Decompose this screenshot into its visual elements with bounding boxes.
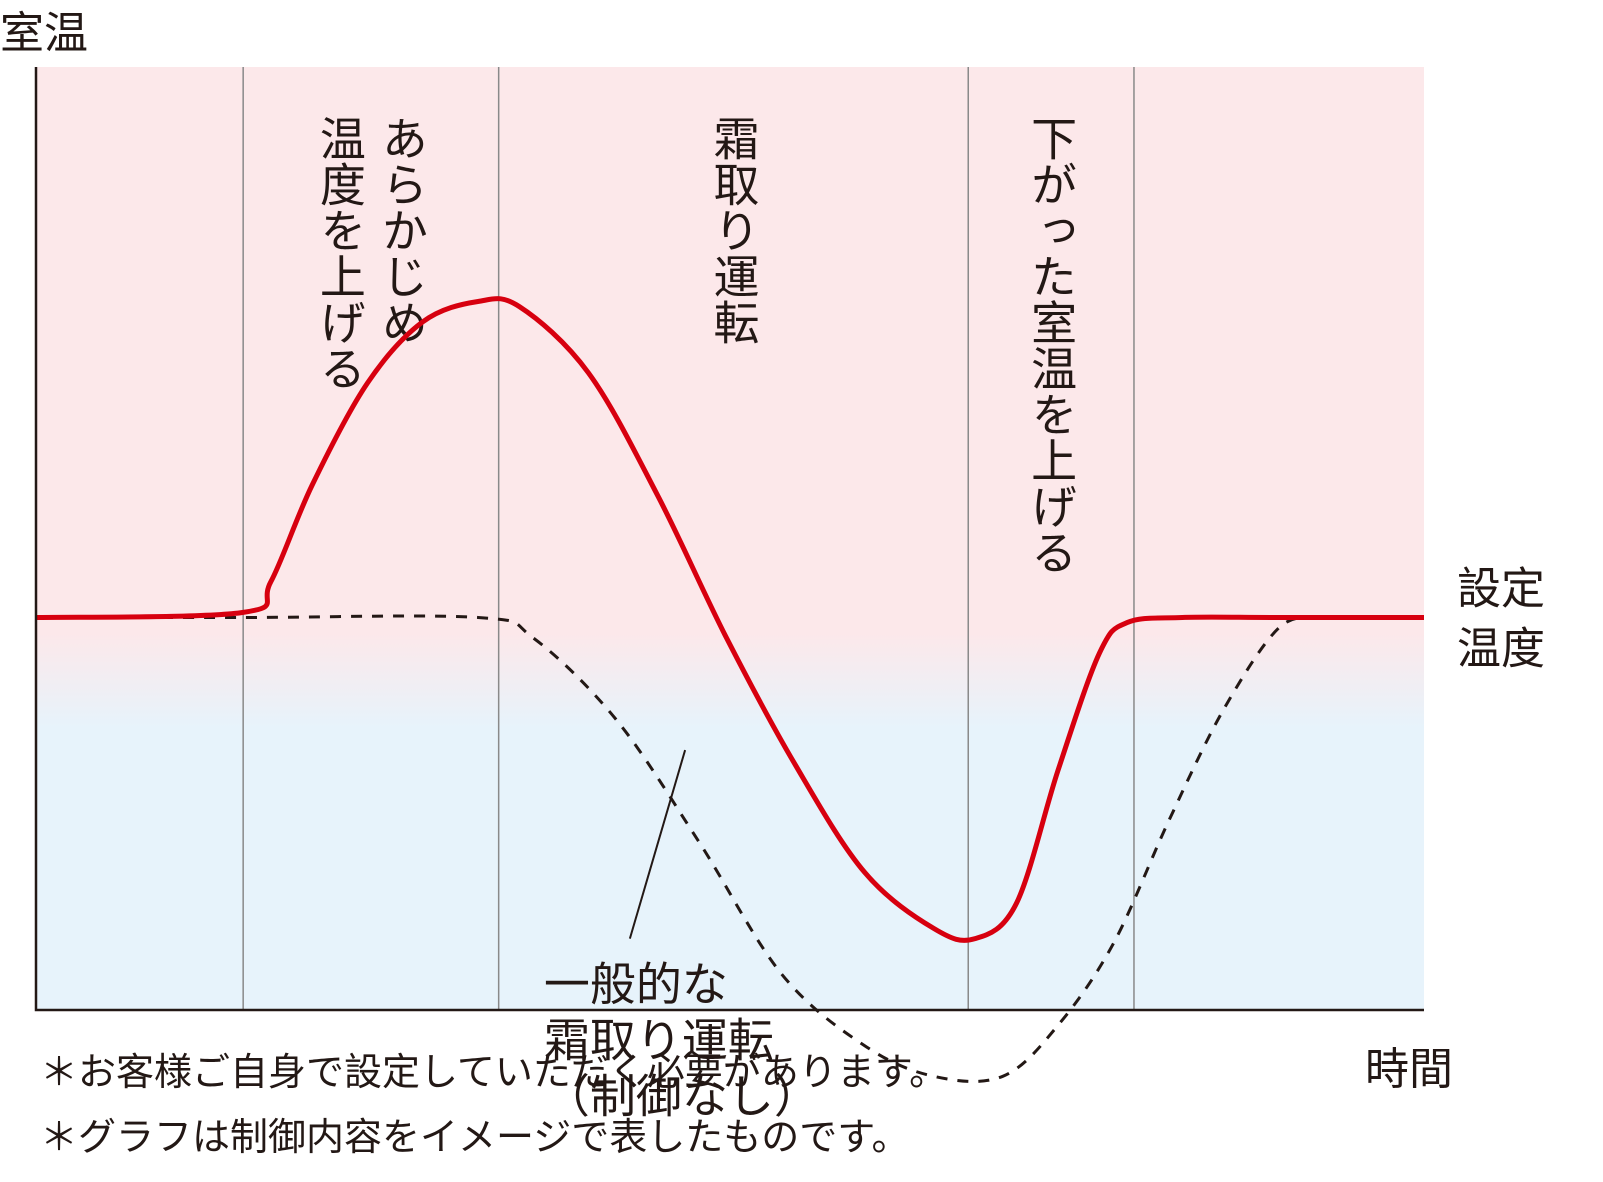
annotation-line-2: （制御なし） (544, 1070, 820, 1124)
x-axis-label: 時間 (1365, 1044, 1453, 1095)
phase-label-2-col-0: 霜取り運転 (706, 115, 760, 345)
annotation-line-0: 一般的な (544, 958, 728, 1012)
annotation-leader-line (628, 749, 687, 939)
setpoint-label: 設定温度 (1457, 564, 1545, 675)
footnote-setting: ＊お客様ご自身で設定していただく必要があります。 (40, 1050, 947, 1094)
annotation-line-1: 霜取り運転 (544, 1014, 774, 1068)
series-controlled-line (35, 296, 1424, 943)
chart-axes (34, 67, 1424, 1012)
series-annotation-label: 一般的な霜取り運転（制御なし） (544, 958, 820, 1124)
y-axis-label: 室温 (0, 8, 88, 59)
phase-label-1-col-0: あらかじめ (375, 115, 429, 345)
setpoint-label-line-1: 温度 (1457, 624, 1545, 675)
plot-background (36, 67, 1424, 1010)
phase-dividers (242, 67, 1135, 1010)
setpoint-label-line-0: 設定 (1457, 564, 1545, 615)
footnote-image: ＊グラフは制御内容をイメージで表したものです。 (40, 1115, 909, 1159)
phase-label-3-col-0: 下がった室温を上げる (1024, 115, 1078, 575)
phase-label-1-col-1: 温度を上げる (313, 115, 367, 391)
